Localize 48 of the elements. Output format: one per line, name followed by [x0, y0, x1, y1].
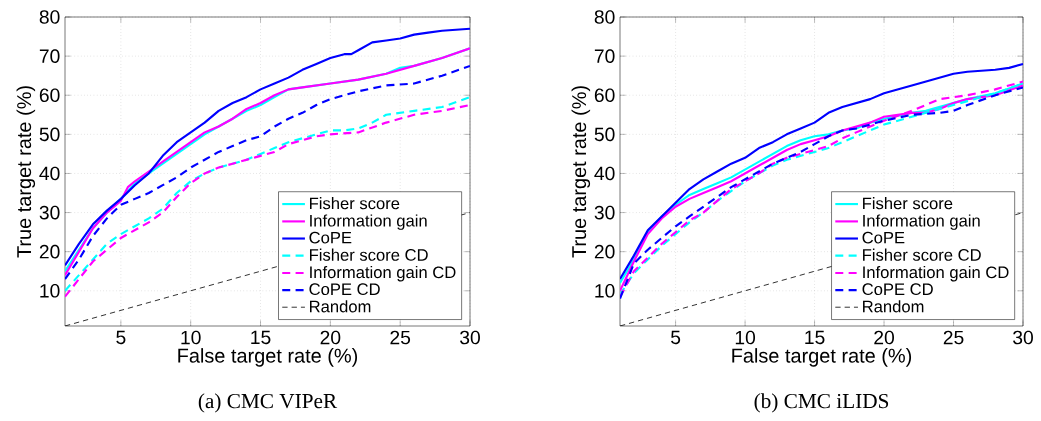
x-tick-label: 20	[320, 330, 341, 345]
legend-label: Fisher score CD	[863, 248, 981, 261]
x-tick-label: 30	[460, 330, 480, 345]
y-tick-label: 30	[594, 205, 615, 220]
y-tick-label: 40	[39, 166, 60, 181]
y-tick-label: 30	[39, 205, 60, 220]
x-tick-label: 10	[181, 330, 201, 345]
legend-label: Information gain	[310, 214, 427, 230]
y-tick-label: 10	[595, 283, 615, 298]
y-tick-label: 10	[40, 283, 60, 298]
y-tick-label: 80	[39, 10, 60, 24]
y-tick-label: 80	[594, 10, 615, 24]
legend-label: CoPE	[309, 231, 352, 244]
x-tick-label: 30	[1013, 330, 1033, 345]
y-axis-title: True target rate (%)	[571, 86, 591, 258]
y-axis-title: True target rate (%)	[16, 86, 36, 258]
legend-label: CoPE CD	[309, 283, 380, 296]
y-tick-label: 70	[39, 49, 60, 63]
x-tick-label: 10	[735, 330, 756, 345]
x-tick-label: 25	[943, 330, 964, 345]
legend-label: Fisher score	[863, 197, 953, 210]
x-tick-label: 5	[671, 330, 681, 345]
text: (b) CMC iLIDS	[754, 393, 889, 413]
y-tick-label: 50	[39, 127, 60, 142]
text: (a) CMC VIPeR	[198, 393, 338, 413]
legend-label: Fisher score	[310, 197, 400, 210]
x-axis-title: False target rate (%)	[732, 348, 912, 367]
legend-label: Information gain	[863, 214, 980, 230]
y-tick-label: 50	[594, 127, 615, 142]
legend-label: Information gain CD	[310, 265, 456, 282]
legend-label: CoPE CD	[862, 283, 933, 296]
x-tick-label: 15	[251, 330, 271, 345]
x-axis-title: False target rate (%)	[178, 348, 358, 367]
x-tick-label: 15	[805, 330, 825, 345]
x-tick-label: 20	[874, 330, 894, 345]
y-tick-label: 20	[39, 244, 60, 259]
y-tick-label: 40	[594, 166, 615, 181]
y-tick-label: 70	[594, 49, 615, 63]
y-tick-label: 20	[594, 244, 615, 259]
x-tick-label: 5	[116, 330, 126, 345]
legend-label: Information gain CD	[863, 265, 1009, 282]
legend-label: Random	[310, 300, 371, 313]
y-tick-label: 60	[39, 88, 60, 103]
legend-label: CoPE	[862, 231, 905, 244]
y-tick-label: 60	[594, 88, 615, 103]
x-tick-label: 25	[390, 330, 411, 345]
legend-label: Random	[863, 300, 924, 313]
legend-label: Fisher score CD	[310, 248, 428, 261]
